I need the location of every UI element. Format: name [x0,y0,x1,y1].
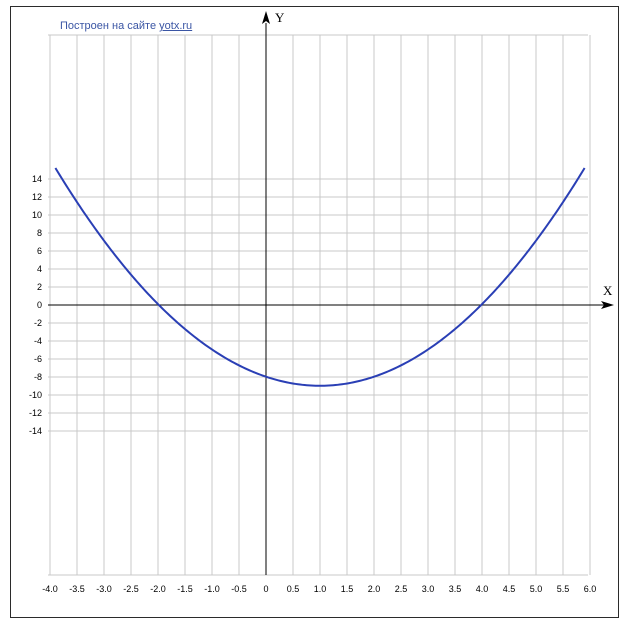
x-tick-label: -3.0 [96,584,112,594]
y-tick-label: -8 [34,372,42,382]
y-tick-label: -6 [34,354,42,364]
curve-layer [54,167,586,387]
y-tick-label: 12 [32,192,42,202]
x-tick-label: 0.5 [287,584,300,594]
x-tick-label: -0.5 [231,584,247,594]
x-tick-label: 3.5 [449,584,462,594]
x-tick-label: 6.0 [584,584,597,594]
x-tick-label: 5.5 [557,584,570,594]
x-tick-label: 4.0 [476,584,489,594]
x-tick-label: 5.0 [530,584,543,594]
y-tick-label: 6 [37,246,42,256]
x-tick-label: 0 [263,584,268,594]
y-axis-label: Y [275,10,285,25]
y-axis-arrow [262,11,270,24]
series-line [54,167,586,387]
y-tick-label: -14 [29,426,42,436]
credit-text: Построен на сайте [60,20,157,32]
x-axis-arrow [601,301,614,309]
tick-labels: -4.0 -3.5 -3.0 -2.5 -2.0 -1.5 -1.0 -0.5 0 0.5 1.0 1… [29,174,596,594]
axes: XY [48,10,614,575]
y-tick-label: -10 [29,390,42,400]
x-tick-label: -1.5 [177,584,193,594]
y-tick-label: -2 [34,318,42,328]
y-tick-label: -4 [34,336,42,346]
x-tick-label: 2.5 [395,584,408,594]
x-tick-label: 1.0 [314,584,327,594]
x-tick-label: 2.0 [368,584,381,594]
x-tick-label: 1.5 [341,584,354,594]
x-axis-label: X [603,283,613,298]
x-tick-label: -3.5 [69,584,85,594]
x-tick-label: -2.5 [123,584,139,594]
y-tick-label: 0 [37,300,42,310]
x-tick-label: 4.5 [503,584,516,594]
x-tick-label: 3.0 [422,584,435,594]
x-tick-label: -1.0 [204,584,220,594]
y-tick-label: -12 [29,408,42,418]
y-tick-label: 4 [37,264,42,274]
y-tick-label: 14 [32,174,42,184]
site-credit: Построен на сайте yotx.ru [60,20,192,32]
y-tick-label: 2 [37,282,42,292]
y-tick-label: 8 [37,228,42,238]
y-tick-label: 10 [32,210,42,220]
x-tick-label: -4.0 [42,584,58,594]
x-tick-label: -2.0 [150,584,166,594]
credit-link[interactable]: yotx.ru [159,20,193,32]
plot-area: XY -4.0 -3.5 -3.0 -2.5 -2.0 -1.5 -1.0 -0.5 0 0.5 1… [29,10,614,594]
